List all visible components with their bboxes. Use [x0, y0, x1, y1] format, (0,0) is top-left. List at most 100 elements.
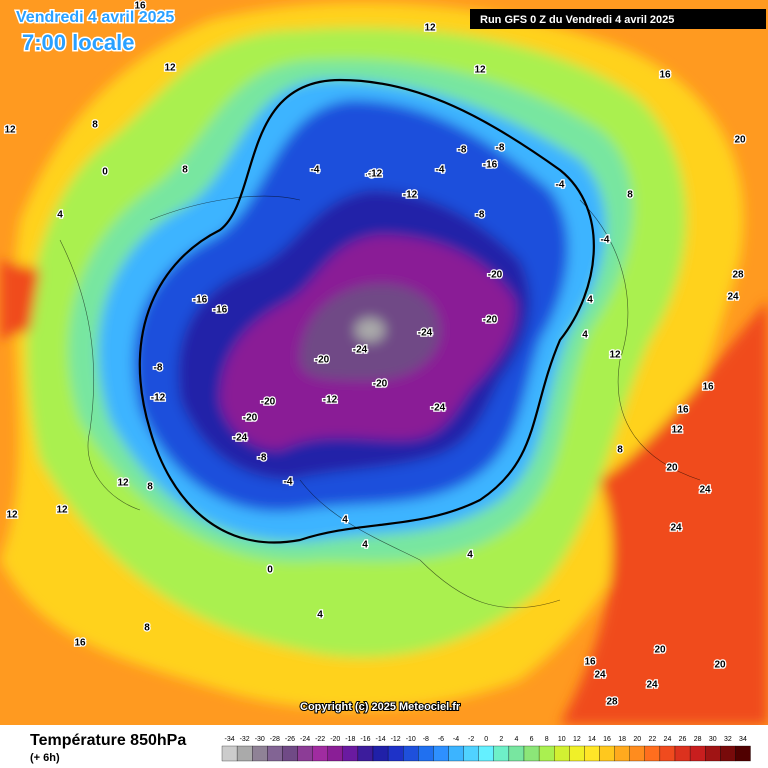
contour-label: 16	[677, 405, 689, 416]
contour-label: -20	[315, 355, 330, 366]
legend-label: -12	[391, 736, 401, 743]
legend-swatch	[523, 745, 540, 762]
legend-label: -22	[315, 736, 325, 743]
contour-label: 12	[4, 125, 16, 136]
contour-label: -20	[243, 413, 258, 424]
legend-label: -18	[345, 736, 355, 743]
legend-label: 10	[558, 736, 566, 743]
copyright: Copyright (c) 2025 Meteociel.fr	[300, 701, 461, 713]
legend-swatch	[554, 745, 570, 762]
contour-label: 4	[582, 330, 588, 341]
legend-swatch	[629, 745, 645, 762]
contour-label: 8	[182, 165, 188, 176]
legend-label: -16	[360, 736, 370, 743]
legend-swatch	[478, 745, 494, 762]
footer-title: Température 850hPa	[30, 732, 186, 749]
legend-label: -20	[330, 736, 340, 743]
contour-label: 24	[670, 523, 682, 534]
legend-swatch	[448, 745, 464, 762]
contour-label: 0	[267, 565, 273, 576]
legend-label: 14	[588, 736, 596, 743]
legend-label: 24	[664, 736, 672, 743]
contour-label: 8	[147, 482, 153, 493]
legend-label: 16	[603, 736, 611, 743]
contour-label: -12	[151, 393, 166, 404]
contour-label: 4	[57, 210, 63, 221]
contour-label: -4	[436, 165, 445, 176]
contour-label: 20	[714, 660, 726, 671]
legend-swatch	[538, 745, 555, 762]
contour-label: -8	[258, 453, 267, 464]
temperature-field	[0, 2, 768, 725]
legend-label: 22	[648, 736, 656, 743]
legend-swatch	[387, 745, 404, 762]
contour-label: 8	[627, 190, 633, 201]
run-label: Run GFS 0 Z du Vendredi 4 avril 2025	[480, 14, 674, 26]
legend-swatch	[357, 745, 374, 762]
header-date: Vendredi 4 avril 2025	[16, 9, 174, 26]
contour-label: -16	[193, 295, 208, 306]
legend-swatch	[644, 745, 661, 762]
zero-isotherm	[138, 78, 595, 544]
legend-label: -10	[406, 736, 416, 743]
contour-label: -8	[366, 170, 375, 181]
legend-swatch	[584, 745, 600, 762]
legend-swatch	[267, 745, 283, 762]
contour-label: -16	[213, 305, 228, 316]
legend-swatch	[614, 745, 630, 762]
contour-label: -12	[368, 169, 383, 180]
legend-swatch	[463, 745, 479, 762]
legend-label: -32	[240, 736, 250, 743]
run-box	[470, 9, 766, 29]
legend-swatch	[569, 745, 585, 762]
contour-label: -4	[556, 180, 565, 191]
legend-label: -8	[423, 736, 429, 743]
contour-label: 4	[362, 540, 368, 551]
legend-swatch	[327, 745, 343, 762]
contour-label: 20	[666, 463, 678, 474]
legend-swatch	[599, 745, 615, 762]
contour-label: 12	[56, 505, 68, 516]
contour-label: 8	[92, 120, 98, 131]
legend-swatch	[252, 745, 268, 762]
contour-label: -24	[353, 345, 368, 356]
contour-label: 0	[102, 167, 108, 178]
contour-label: 20	[734, 135, 746, 146]
legend-label: -6	[438, 736, 444, 743]
legend-label: -28	[270, 736, 280, 743]
legend-label: -2	[468, 736, 474, 743]
contour-label: -16	[483, 160, 498, 171]
legend-label: -14	[375, 736, 385, 743]
legend-swatch	[221, 745, 238, 762]
legend-label: -24	[300, 736, 310, 743]
legend-swatch	[433, 745, 449, 762]
legend-swatch	[493, 745, 510, 762]
legend-swatch	[342, 745, 359, 762]
contour-label: 4	[317, 610, 323, 621]
contour-label: -24	[418, 328, 433, 339]
contour-label: 12	[164, 63, 176, 74]
legend-label: 4	[514, 736, 518, 743]
contour-label: 16	[74, 638, 86, 649]
contour-label: 12	[609, 350, 621, 361]
contour-label: 12	[671, 425, 683, 436]
contour-label: 12	[6, 510, 18, 521]
legend-label: -34	[224, 736, 234, 743]
legend-label: 12	[573, 736, 581, 743]
legend-label: 18	[618, 736, 626, 743]
contour-label: 24	[727, 292, 739, 303]
contour-label: -4	[311, 165, 320, 176]
legend-label: 6	[530, 736, 534, 743]
legend-swatch	[689, 745, 706, 762]
contour-label: 24	[594, 670, 606, 681]
contour-label: -8	[458, 145, 467, 156]
contour-label: 12	[424, 23, 436, 34]
contour-label: -20	[483, 315, 498, 326]
legend-swatch	[418, 745, 434, 762]
contour-label: -20	[488, 270, 503, 281]
legend-label: -26	[285, 736, 295, 743]
legend-label: 0	[484, 736, 488, 743]
contour-label: -24	[431, 403, 446, 414]
